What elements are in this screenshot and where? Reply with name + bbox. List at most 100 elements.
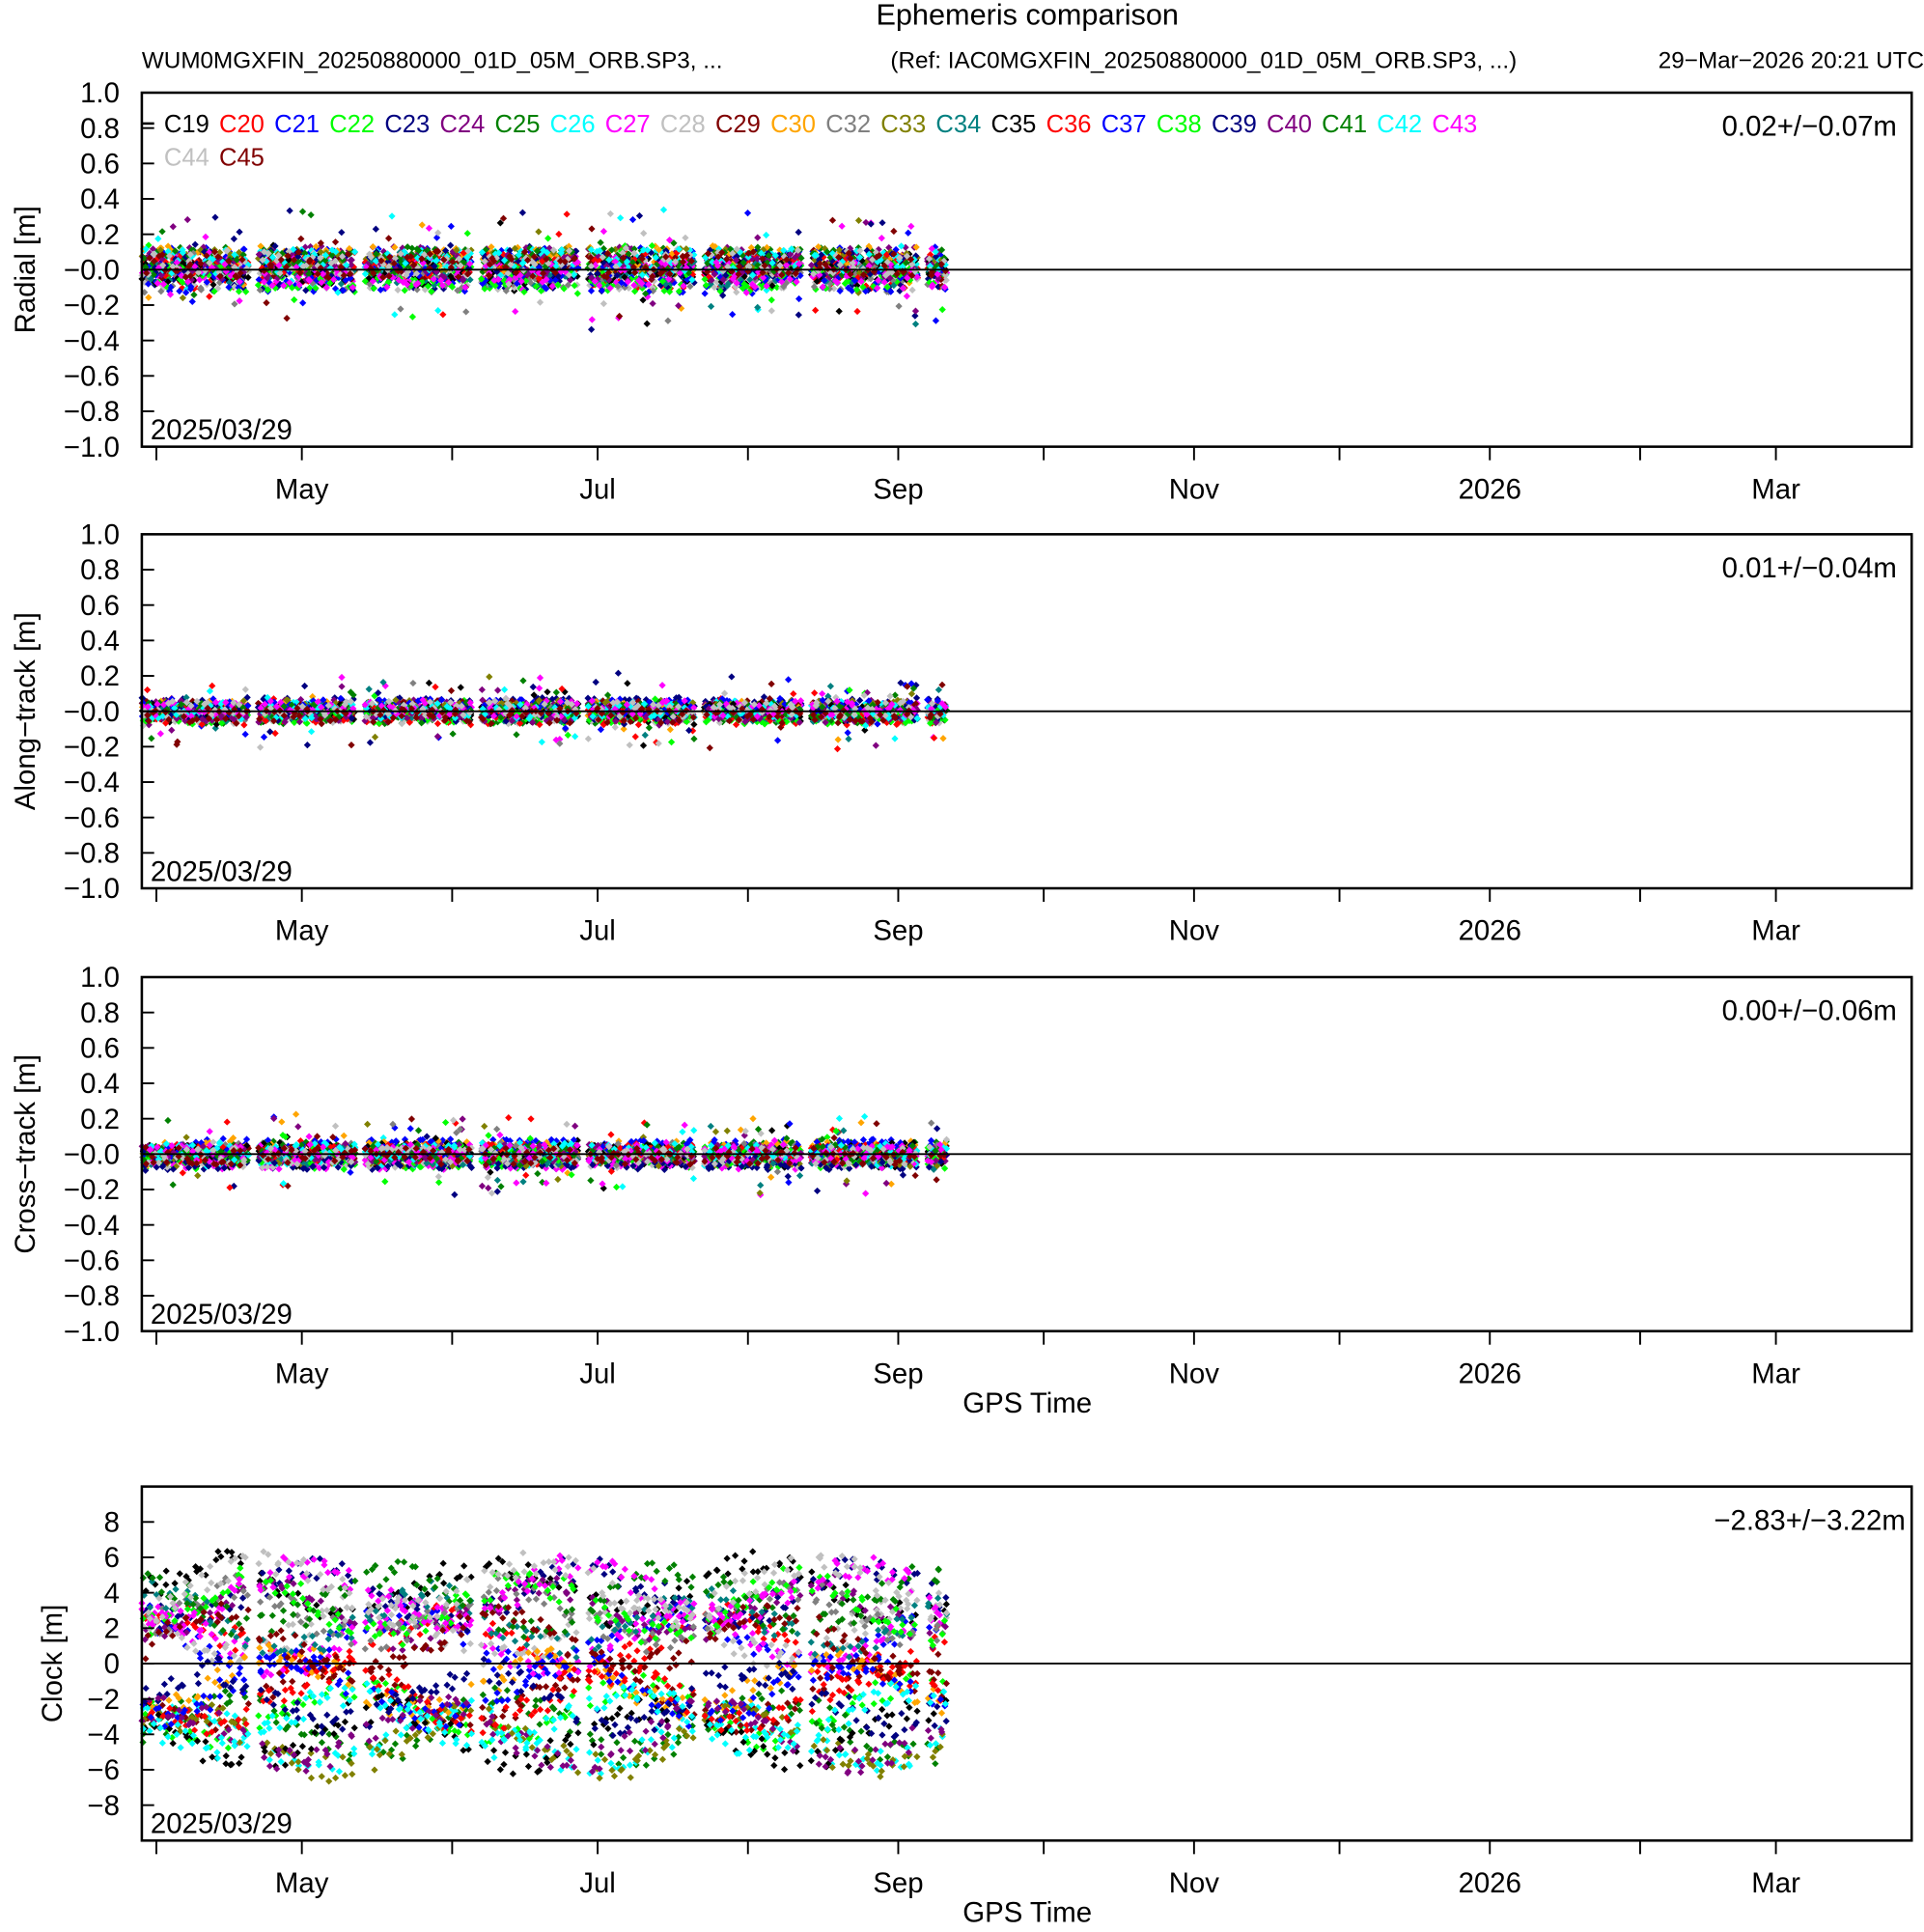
data-point-C38	[938, 305, 946, 314]
data-point-C39	[518, 209, 526, 216]
data-point-C37	[447, 222, 455, 230]
data-point-C20	[555, 230, 563, 238]
panel-along-track: 1.00.80.60.40.2−0.0−0.2−0.4−0.6−0.8−1.0A…	[10, 519, 1913, 947]
data-point-C41	[190, 291, 198, 299]
data-point-C19	[639, 742, 648, 749]
data-point-C32	[895, 302, 903, 310]
data-point-C27	[838, 222, 846, 230]
data-point-C45	[588, 225, 596, 233]
data-point-C42	[434, 306, 442, 315]
data-point-C29	[283, 314, 291, 322]
data-point-C37	[905, 229, 912, 237]
data-point-C29	[828, 216, 837, 224]
legend-entry-C40: C40	[1267, 111, 1312, 138]
y-tick-label: −1.0	[64, 432, 120, 463]
data-point-C27	[600, 228, 608, 236]
y-tick-label: 1.0	[80, 77, 120, 109]
legend-entry-C44: C44	[164, 144, 209, 171]
data-point-C32	[397, 305, 404, 313]
data-point-C39	[878, 219, 886, 227]
data-point-C43	[425, 224, 433, 232]
data-point-C32	[664, 317, 672, 324]
data-point-C39	[338, 229, 346, 237]
data-point-C22	[463, 230, 471, 238]
data-point-C28	[394, 286, 402, 294]
data-point-C44	[733, 289, 740, 296]
data-point-C42	[391, 311, 399, 319]
statistics-label: 0.02+/−0.07m	[1722, 111, 1897, 143]
data-point-C33	[179, 294, 186, 302]
data-point-C44	[682, 234, 689, 241]
data-point-C38	[544, 235, 552, 242]
data-point-C29	[890, 227, 898, 236]
legend-entry-C35: C35	[991, 111, 1037, 138]
x-tick-label: May	[275, 473, 329, 505]
data-point-C36	[563, 210, 571, 218]
data-point-C19	[835, 307, 843, 316]
data-point-C44	[640, 229, 648, 238]
data-point-C37	[432, 234, 441, 241]
data-point-C21	[239, 245, 247, 253]
y-tick-label: −0.8	[64, 396, 120, 428]
data-point-C37	[932, 317, 940, 324]
y-tick-label: 0.4	[80, 183, 120, 215]
data-point-C27	[878, 235, 885, 242]
legend-entry-C30: C30	[770, 111, 816, 138]
data-point-C22	[667, 739, 676, 746]
panel-radial: 1.00.80.60.40.2−0.0−0.2−0.4−0.6−0.8−1.0R…	[10, 77, 1913, 505]
data-point-C33	[854, 216, 863, 225]
data-point-C44	[434, 229, 442, 237]
subtitle-solution: WUM0MGXFIN_20250880000_01D_05M_ORB.SP3, …	[142, 47, 723, 73]
x-tick-label: Nov	[1169, 473, 1220, 505]
data-point-C29	[297, 235, 305, 243]
y-tick-label: 0.8	[80, 113, 120, 145]
data-point-C30	[391, 243, 399, 251]
legend-entry-C20: C20	[219, 111, 265, 138]
data-point-C34	[911, 321, 920, 328]
data-point-C36	[439, 311, 447, 319]
legend-entry-C26: C26	[550, 111, 596, 138]
start-date-label: 2025/03/29	[151, 414, 293, 446]
data-point-C21	[701, 290, 709, 297]
data-point-C36	[206, 293, 213, 300]
y-tick-label: −0.0	[64, 255, 120, 287]
y-tick-label: −0.4	[64, 325, 120, 357]
legend-entry-C42: C42	[1377, 111, 1422, 138]
y-tick-label: 0.6	[80, 149, 120, 181]
data-point-C38	[767, 296, 775, 304]
radial-points	[138, 206, 951, 333]
data-point-C39	[211, 213, 219, 221]
legend-entry-C28: C28	[660, 111, 706, 138]
data-point-C39	[795, 228, 802, 237]
data-point-C44	[767, 307, 775, 315]
x-tick-label: 2026	[1459, 473, 1521, 505]
data-point-C27	[588, 316, 596, 323]
data-point-C23	[191, 240, 199, 248]
legend-entry-C33: C33	[880, 111, 926, 138]
x-tick-label: Jul	[579, 473, 616, 505]
data-point-C38	[291, 295, 298, 304]
data-point-C25	[148, 735, 155, 742]
data-point-C42	[154, 235, 162, 242]
data-point-C25	[298, 208, 307, 215]
data-point-C19	[425, 679, 433, 686]
data-point-C23	[587, 325, 596, 333]
data-point-C28	[908, 286, 916, 294]
data-point-C40	[169, 223, 177, 231]
y-tick-label: −0.6	[64, 361, 120, 393]
data-point-C45	[331, 238, 340, 246]
data-point-C33	[535, 228, 543, 236]
legend-entry-C24: C24	[439, 111, 485, 138]
legend-entry-C22: C22	[329, 111, 375, 138]
data-point-C19	[624, 680, 631, 687]
data-point-C23	[614, 669, 623, 677]
data-point-C30	[418, 221, 426, 229]
data-point-C32	[462, 308, 470, 316]
data-point-C37	[587, 287, 596, 294]
data-point-C42	[763, 231, 770, 239]
data-point-C29	[263, 299, 270, 307]
legend-entry-C19: C19	[164, 111, 209, 138]
data-point-C35	[643, 320, 651, 327]
data-point-C20	[812, 306, 820, 315]
